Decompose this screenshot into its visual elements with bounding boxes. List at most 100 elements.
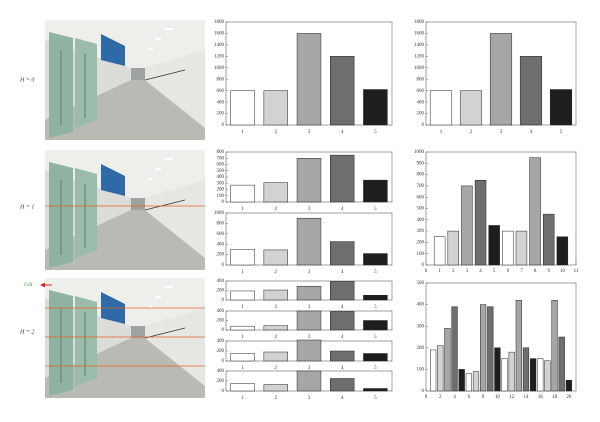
x-tick-label: 3 bbox=[308, 305, 311, 310]
y-tick-label: 600 bbox=[417, 89, 425, 94]
x-tick-label: 6 bbox=[507, 269, 510, 274]
y-tick-label: 200 bbox=[417, 346, 425, 351]
bar bbox=[263, 90, 289, 126]
bar bbox=[451, 306, 458, 392]
x-tick-label: 20 bbox=[566, 395, 572, 400]
y-tick-label: 800 bbox=[217, 222, 225, 227]
x-tick-label: 3 bbox=[308, 270, 311, 275]
row-label: H = 0 bbox=[19, 77, 34, 83]
y-tick-label: 400 bbox=[217, 339, 225, 344]
bar bbox=[329, 281, 355, 301]
x-tick-label: 5 bbox=[374, 270, 377, 275]
y-tick-label: 200 bbox=[417, 112, 425, 117]
x-tick-label: 10 bbox=[495, 395, 501, 400]
y-tick-label: 400 bbox=[217, 242, 225, 247]
bar bbox=[458, 369, 465, 392]
bar bbox=[230, 90, 255, 126]
x-tick-label: 2 bbox=[275, 366, 278, 371]
y-tick-label: 0 bbox=[422, 123, 425, 128]
bar bbox=[363, 320, 388, 331]
y-tick-label: 400 bbox=[417, 303, 425, 308]
y-tick-label: 400 bbox=[217, 175, 225, 180]
y-tick-label: 1800 bbox=[414, 20, 425, 25]
x-tick-label: 0 bbox=[425, 395, 428, 400]
bar bbox=[429, 90, 453, 126]
y-tick-label: 400 bbox=[217, 100, 225, 105]
bar bbox=[558, 336, 565, 392]
cell-label: Cell bbox=[24, 283, 33, 288]
bar bbox=[519, 56, 543, 126]
bar bbox=[489, 33, 513, 126]
bar bbox=[565, 379, 572, 392]
bar bbox=[263, 351, 289, 362]
photo-row-2 bbox=[44, 149, 206, 271]
x-tick-label: 2 bbox=[275, 270, 278, 275]
x-tick-label: 2 bbox=[439, 395, 442, 400]
y-tick-label: 400 bbox=[217, 309, 225, 314]
bar bbox=[329, 56, 355, 126]
x-tick-label: 3 bbox=[308, 335, 311, 340]
y-tick-label: 1400 bbox=[214, 43, 225, 48]
x-tick-label: 4 bbox=[530, 130, 533, 135]
x-tick-label: 5 bbox=[493, 269, 496, 274]
bar bbox=[433, 236, 446, 266]
y-tick-label: 300 bbox=[417, 229, 425, 234]
x-tick-label: 1 bbox=[241, 396, 244, 401]
y-tick-label: 500 bbox=[417, 281, 425, 286]
y-tick-label: 900 bbox=[417, 161, 425, 166]
y-tick-label: 200 bbox=[217, 112, 225, 117]
bar bbox=[430, 349, 437, 392]
x-tick-label: 1 bbox=[241, 207, 244, 212]
bar bbox=[363, 253, 388, 266]
x-tick-label: 4 bbox=[341, 305, 344, 310]
y-tick-label: 1600 bbox=[414, 32, 425, 37]
y-tick-label: 400 bbox=[417, 100, 425, 105]
y-tick-label: 700 bbox=[417, 184, 425, 189]
x-tick-label: 3 bbox=[308, 396, 311, 401]
bar bbox=[296, 370, 322, 392]
x-tick-label: 2 bbox=[470, 130, 473, 135]
x-tick-label: 5 bbox=[374, 335, 377, 340]
x-tick-label: 3 bbox=[466, 269, 469, 274]
y-tick-label: 600 bbox=[417, 195, 425, 200]
x-tick-label: 4 bbox=[341, 335, 344, 340]
bar bbox=[230, 290, 255, 301]
bar bbox=[296, 339, 322, 362]
bar bbox=[263, 384, 289, 392]
bar bbox=[230, 184, 255, 203]
y-tick-label: 1400 bbox=[414, 43, 425, 48]
y-tick-label: 600 bbox=[217, 232, 225, 237]
y-tick-label: 200 bbox=[417, 241, 425, 246]
x-tick-label: 4 bbox=[341, 366, 344, 371]
bar bbox=[543, 213, 555, 266]
x-tick-label: 2 bbox=[275, 305, 278, 310]
y-tick-label: 0 bbox=[222, 263, 225, 268]
x-tick-label: 5 bbox=[374, 130, 377, 135]
x-tick-label: 1 bbox=[241, 366, 244, 371]
bar bbox=[459, 90, 483, 126]
y-tick-label: 100 bbox=[217, 194, 225, 199]
y-tick-label: 1200 bbox=[414, 54, 425, 59]
x-tick-label: 4 bbox=[341, 207, 344, 212]
bar bbox=[465, 373, 472, 392]
bar bbox=[501, 358, 508, 392]
bar bbox=[363, 179, 388, 203]
bar bbox=[296, 158, 322, 203]
x-tick-label: 3 bbox=[500, 130, 503, 135]
y-tick-label: 0 bbox=[222, 123, 225, 128]
bar bbox=[515, 230, 528, 266]
bar bbox=[296, 310, 322, 331]
bar bbox=[488, 225, 500, 266]
bar bbox=[363, 89, 388, 126]
bar bbox=[296, 33, 322, 126]
x-tick-label: 2 bbox=[275, 335, 278, 340]
y-tick-label: 700 bbox=[217, 156, 225, 161]
x-tick-label: 5 bbox=[374, 366, 377, 371]
x-tick-label: 5 bbox=[560, 130, 563, 135]
bar bbox=[487, 306, 494, 392]
y-tick-label: 800 bbox=[217, 77, 225, 82]
bar bbox=[230, 383, 255, 392]
bar bbox=[230, 249, 255, 266]
y-tick-label: 200 bbox=[217, 379, 225, 384]
bar bbox=[329, 378, 355, 392]
